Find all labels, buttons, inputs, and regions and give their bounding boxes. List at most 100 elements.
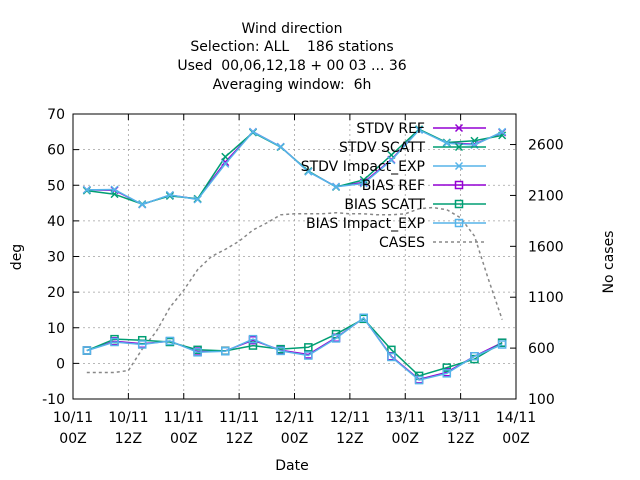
data-point-square — [137, 335, 147, 345]
data-point-x — [82, 185, 91, 194]
y-axis-label: deg — [9, 244, 25, 270]
grid — [73, 114, 516, 399]
x-axis-label: Date — [275, 458, 308, 474]
legend-label: STDV Impact_EXP — [301, 159, 425, 175]
legend-item: CASES — [379, 235, 486, 251]
x-tick-label-time: 12Z — [447, 431, 474, 447]
y2-axis: 100 600 1100 1600 2100 2600 — [510, 138, 564, 408]
y-tick-label: 0 — [56, 356, 65, 372]
x-tick-label: 10/11 — [53, 410, 93, 426]
data-point-stroke — [304, 167, 313, 176]
legend-label: BIAS REF — [362, 178, 425, 194]
data-point-x — [138, 200, 147, 209]
data-point-stroke — [332, 182, 341, 191]
data-point-square — [221, 347, 230, 356]
legend: STDV REF STDV SCATT STDV Impact_EXP BIAS RE… — [301, 121, 486, 251]
data-point-square — [193, 348, 202, 357]
title-line-2: Selection: ALL 186 stations — [190, 39, 393, 55]
data-point-square — [165, 336, 175, 346]
y2-tick-label: 600 — [528, 341, 555, 357]
data-point-x — [221, 152, 230, 161]
data-point-square — [331, 334, 341, 343]
data-point-square — [137, 340, 147, 349]
data-point-x — [359, 179, 368, 188]
data-point-stroke — [454, 123, 464, 133]
data-point-square — [414, 375, 424, 385]
y-tick-label: 40 — [47, 214, 65, 230]
x-tick-label: 11/11 — [219, 410, 259, 426]
data-point-square — [248, 334, 258, 344]
data-point-x — [165, 190, 174, 199]
series-line — [86, 317, 503, 377]
data-point-x — [454, 142, 464, 152]
x-tick-label: 12/11 — [330, 410, 370, 426]
x-tick-label: 12/11 — [274, 410, 314, 426]
x-tick-label-time: 00Z — [392, 431, 419, 447]
data-point-x — [454, 123, 464, 133]
y2-tick-label: 1600 — [528, 239, 564, 255]
data-point-square — [454, 218, 464, 228]
data-point-stroke — [165, 191, 174, 200]
data-point-stroke — [221, 152, 230, 161]
legend-label: CASES — [379, 235, 425, 251]
data-point-square — [454, 199, 464, 209]
title-line-3: Used 00,06,12,18 + 00 03 ... 36 — [177, 58, 406, 74]
data-point-x — [442, 139, 451, 148]
y-tick-label: 10 — [47, 321, 65, 337]
data-point-square — [304, 343, 313, 352]
legend-label: BIAS Impact_EXP — [306, 216, 425, 232]
data-point-square — [470, 352, 479, 361]
series-bias-impact-exp — [82, 313, 507, 385]
x-tick-label-time: 12Z — [225, 431, 252, 447]
series-line — [86, 206, 503, 374]
y-tick-label: -10 — [42, 392, 65, 408]
x-tick-label-time: 12Z — [115, 431, 142, 447]
x-tick-label: 13/11 — [440, 410, 480, 426]
data-point-stroke — [454, 142, 464, 152]
data-point-square — [359, 313, 368, 323]
y2-tick-label: 2600 — [528, 138, 564, 154]
y-axis: -10 0 10 20 30 40 50 60 70 — [42, 107, 79, 408]
data-point-stroke — [193, 195, 202, 204]
data-point-stroke — [415, 126, 424, 135]
series-layer — [82, 125, 507, 385]
data-point-stroke — [221, 159, 230, 168]
data-point-stroke — [498, 131, 507, 140]
data-point-square — [82, 346, 92, 355]
series-stdv-impact-exp — [82, 126, 507, 209]
data-point-stroke — [359, 179, 368, 188]
y-tick-label: 70 — [47, 107, 65, 123]
data-point-x — [304, 167, 313, 176]
series-cases — [86, 206, 503, 374]
x-tick-label-time: 12Z — [336, 431, 363, 447]
legend-item: BIAS Impact_EXP — [306, 216, 486, 232]
data-point-x — [332, 182, 341, 191]
data-point-square — [276, 346, 285, 356]
data-point-x — [454, 161, 464, 171]
y-tick-label: 30 — [47, 250, 65, 266]
data-point-stroke — [359, 175, 368, 184]
data-point-square — [497, 340, 507, 349]
data-point-x — [415, 126, 424, 135]
data-point-stroke — [454, 161, 464, 171]
data-point-x — [387, 156, 396, 165]
data-point-square — [454, 180, 464, 190]
data-point-stroke — [248, 127, 257, 136]
series-line — [86, 316, 503, 381]
series-line — [86, 129, 503, 206]
data-point-x — [193, 195, 202, 204]
y2-tick-label: 100 — [528, 392, 555, 408]
chart-title: Wind direction Selection: ALL 186 statio… — [177, 21, 406, 93]
data-point-stroke — [498, 127, 507, 136]
data-point-x — [221, 159, 230, 168]
data-point-x — [165, 191, 174, 200]
x-tick-label: 11/11 — [164, 410, 204, 426]
x-tick-label: 13/11 — [385, 410, 425, 426]
title-line-1: Wind direction — [242, 21, 343, 37]
data-point-stroke — [82, 185, 91, 194]
data-point-square — [442, 363, 452, 372]
x-tick-label: 14/11 — [496, 410, 536, 426]
data-point-x — [276, 142, 285, 151]
legend-label: STDV SCATT — [339, 140, 425, 156]
